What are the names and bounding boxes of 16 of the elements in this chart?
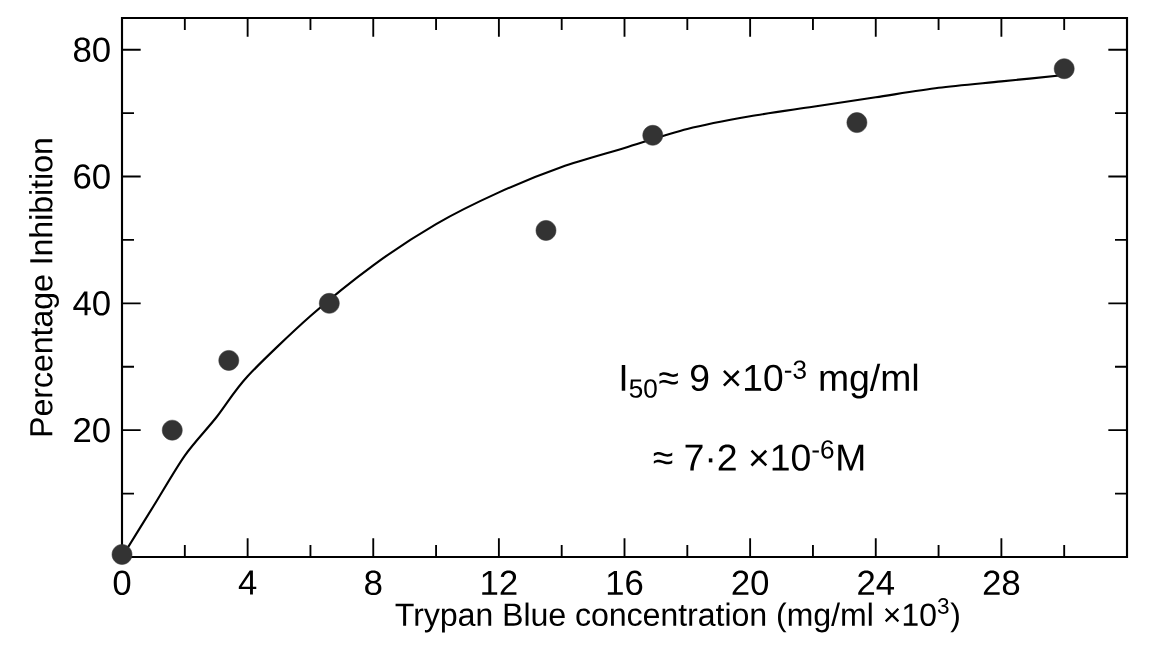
x-tick-label: 4: [238, 570, 257, 595]
annotation: ≈ 7·2 ×10$^{-6}$M: [653, 440, 864, 471]
y-axis-title: Percentage Inhibition: [29, 139, 59, 436]
x-tick-label: 24: [858, 570, 895, 595]
x-tick-label: 8: [365, 570, 382, 596]
y-tick-label: 40: [73, 291, 110, 316]
x-tick-label: 16: [607, 570, 643, 596]
x-tick-label: 0: [113, 570, 131, 596]
y-tick-label: 60: [74, 164, 110, 189]
x-tick-label: 28: [983, 570, 1020, 596]
x-tick-label: 20: [732, 570, 769, 596]
y-tick-label: 80: [74, 37, 110, 62]
y-tick-label: 20: [74, 417, 110, 443]
x-tick-label: 12: [482, 570, 517, 595]
annotation: I$_{50}$≈ 9 ×10$^{-3}$ mg/ml: [621, 360, 918, 399]
x-axis-title: Trypan Blue concentration (mg/ml ×10$^{3}$): [395, 598, 959, 633]
